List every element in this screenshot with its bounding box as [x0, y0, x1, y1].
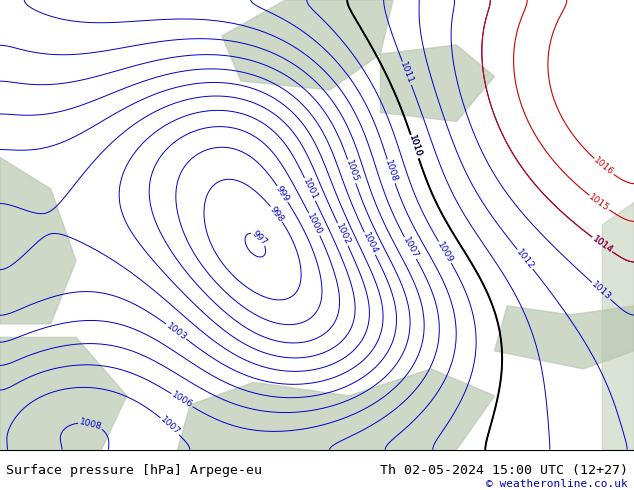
Polygon shape: [380, 45, 495, 122]
Text: 999: 999: [274, 184, 291, 203]
Text: 1014: 1014: [590, 234, 614, 255]
Text: 1010: 1010: [407, 134, 423, 159]
Polygon shape: [178, 369, 495, 450]
Text: 1000: 1000: [306, 212, 323, 237]
Text: 1012: 1012: [514, 247, 536, 271]
Text: 1006: 1006: [170, 391, 194, 410]
Polygon shape: [222, 0, 393, 90]
Polygon shape: [0, 157, 76, 324]
Polygon shape: [602, 202, 634, 450]
Text: Surface pressure [hPa] Arpege-eu: Surface pressure [hPa] Arpege-eu: [6, 464, 262, 477]
Polygon shape: [0, 337, 127, 450]
Text: 1009: 1009: [435, 240, 455, 265]
Text: 1005: 1005: [344, 159, 359, 184]
Text: 997: 997: [250, 229, 269, 247]
Text: 1003: 1003: [164, 321, 188, 342]
Text: 1008: 1008: [79, 417, 103, 431]
Text: 1016: 1016: [592, 156, 616, 177]
Text: 1013: 1013: [590, 280, 612, 302]
Text: 1014: 1014: [590, 234, 614, 255]
Text: 1008: 1008: [383, 159, 399, 184]
Text: 998: 998: [268, 204, 285, 223]
Text: 1015: 1015: [587, 192, 611, 213]
Text: 1001: 1001: [301, 177, 319, 202]
Text: 1007: 1007: [401, 236, 420, 260]
Text: 1011: 1011: [399, 61, 415, 86]
Text: 1010: 1010: [407, 134, 423, 159]
Text: © weatheronline.co.uk: © weatheronline.co.uk: [486, 479, 628, 489]
Polygon shape: [495, 306, 634, 369]
Text: 1004: 1004: [361, 231, 379, 256]
Text: 1007: 1007: [158, 415, 181, 437]
Text: 1002: 1002: [334, 222, 352, 247]
Text: Th 02-05-2024 15:00 UTC (12+27): Th 02-05-2024 15:00 UTC (12+27): [380, 464, 628, 477]
